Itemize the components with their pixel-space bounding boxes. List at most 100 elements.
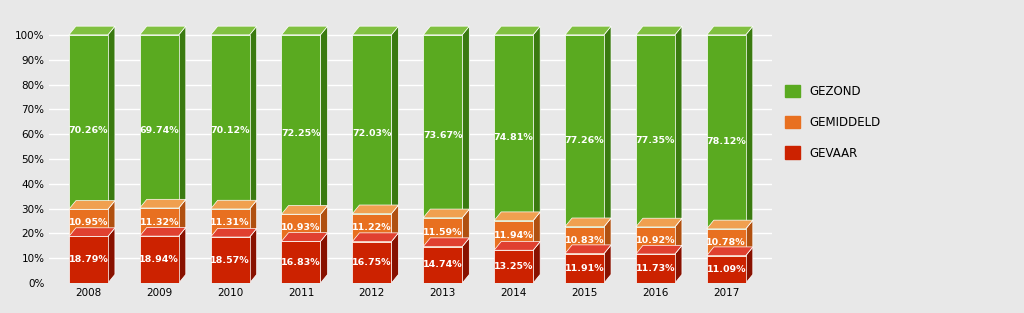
Legend: GEZOND, GEMIDDELD, GEVAAR: GEZOND, GEMIDDELD, GEVAAR [785, 85, 881, 160]
Polygon shape [282, 241, 321, 283]
Polygon shape [534, 242, 541, 283]
Polygon shape [423, 209, 469, 218]
Polygon shape [352, 26, 398, 35]
Polygon shape [565, 227, 604, 254]
Polygon shape [139, 208, 179, 236]
Polygon shape [69, 209, 108, 237]
Polygon shape [604, 26, 611, 227]
Polygon shape [495, 26, 541, 35]
Polygon shape [250, 228, 257, 283]
Polygon shape [250, 26, 257, 209]
Polygon shape [565, 218, 611, 227]
Text: 18.57%: 18.57% [210, 256, 250, 264]
Polygon shape [179, 228, 185, 283]
Polygon shape [211, 200, 257, 209]
Text: 73.67%: 73.67% [423, 131, 463, 140]
Polygon shape [495, 212, 541, 221]
Polygon shape [707, 247, 753, 256]
Polygon shape [745, 26, 753, 229]
Polygon shape [282, 214, 321, 241]
Polygon shape [139, 236, 179, 283]
Polygon shape [282, 206, 328, 214]
Polygon shape [707, 256, 745, 283]
Text: 18.79%: 18.79% [69, 255, 109, 264]
Polygon shape [707, 35, 745, 229]
Polygon shape [321, 26, 328, 214]
Text: 70.26%: 70.26% [69, 126, 109, 135]
Polygon shape [745, 247, 753, 283]
Polygon shape [534, 26, 541, 221]
Polygon shape [391, 205, 398, 242]
Text: 11.94%: 11.94% [494, 231, 534, 240]
Text: 77.26%: 77.26% [564, 136, 604, 145]
Polygon shape [423, 218, 462, 247]
Polygon shape [565, 245, 611, 254]
Polygon shape [179, 199, 185, 236]
Polygon shape [69, 228, 115, 237]
Text: 11.73%: 11.73% [636, 264, 675, 273]
Text: 16.75%: 16.75% [352, 258, 391, 267]
Polygon shape [352, 242, 391, 283]
Polygon shape [139, 26, 185, 35]
Polygon shape [495, 242, 541, 250]
Polygon shape [139, 228, 185, 236]
Polygon shape [282, 26, 328, 35]
Polygon shape [534, 212, 541, 250]
Text: 78.12%: 78.12% [707, 137, 746, 146]
Polygon shape [675, 26, 682, 227]
Polygon shape [462, 238, 469, 283]
Text: 11.31%: 11.31% [210, 218, 250, 228]
Polygon shape [352, 233, 398, 242]
Text: 10.92%: 10.92% [636, 236, 675, 245]
Polygon shape [108, 26, 115, 209]
Polygon shape [321, 206, 328, 241]
Text: 11.91%: 11.91% [564, 264, 604, 273]
Polygon shape [636, 254, 675, 283]
Polygon shape [423, 238, 469, 247]
Polygon shape [352, 214, 391, 242]
Polygon shape [423, 26, 469, 35]
Text: 11.09%: 11.09% [707, 265, 745, 274]
Polygon shape [495, 221, 534, 250]
Polygon shape [423, 35, 462, 218]
Text: 10.93%: 10.93% [282, 223, 321, 232]
Polygon shape [495, 250, 534, 283]
Polygon shape [282, 233, 328, 241]
Polygon shape [69, 237, 108, 283]
Polygon shape [636, 245, 682, 254]
Text: 11.22%: 11.22% [352, 223, 391, 232]
Text: 77.35%: 77.35% [636, 136, 675, 145]
Polygon shape [352, 35, 391, 214]
Polygon shape [108, 201, 115, 237]
Polygon shape [139, 199, 185, 208]
Polygon shape [69, 26, 115, 35]
Polygon shape [211, 26, 257, 35]
Polygon shape [565, 254, 604, 283]
Polygon shape [69, 201, 115, 209]
Polygon shape [636, 35, 675, 227]
Text: 74.81%: 74.81% [494, 132, 534, 141]
Polygon shape [745, 220, 753, 256]
Polygon shape [391, 26, 398, 214]
Polygon shape [211, 237, 250, 283]
Polygon shape [636, 26, 682, 35]
Polygon shape [565, 35, 604, 227]
Text: 18.94%: 18.94% [139, 255, 179, 264]
Polygon shape [636, 218, 682, 227]
Polygon shape [250, 200, 257, 237]
Polygon shape [321, 233, 328, 283]
Text: 10.95%: 10.95% [69, 218, 108, 228]
Polygon shape [707, 220, 753, 229]
Polygon shape [604, 245, 611, 283]
Polygon shape [462, 209, 469, 247]
Text: 11.32%: 11.32% [139, 218, 179, 227]
Polygon shape [179, 26, 185, 208]
Polygon shape [139, 35, 179, 208]
Polygon shape [211, 209, 250, 237]
Polygon shape [675, 218, 682, 254]
Polygon shape [565, 26, 611, 35]
Text: 11.59%: 11.59% [423, 228, 463, 237]
Polygon shape [707, 26, 753, 35]
Polygon shape [462, 26, 469, 218]
Text: 70.12%: 70.12% [210, 126, 250, 135]
